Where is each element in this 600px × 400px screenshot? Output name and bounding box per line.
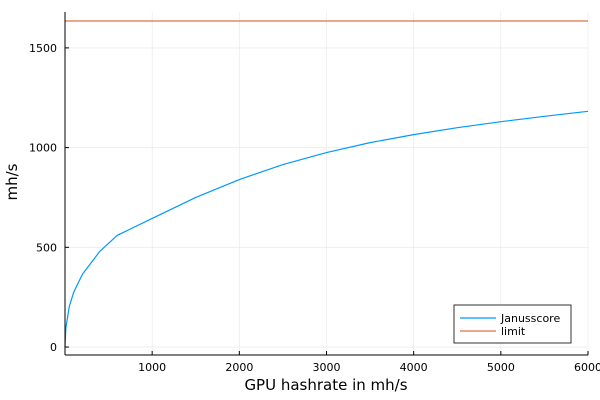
legend-label-janusscore: Janusscore bbox=[500, 312, 560, 325]
series-line-janusscore bbox=[64, 110, 589, 348]
x-tick-label: 2000 bbox=[225, 361, 253, 374]
axes bbox=[64, 12, 589, 356]
y-tick-label: 500 bbox=[36, 241, 57, 254]
legend-label-limit: limit bbox=[501, 325, 526, 338]
tick-labels: 1000 2000 3000 4000 5000 6000 0 500 1000 1500 bbox=[29, 42, 600, 374]
x-tick-label: 5000 bbox=[487, 361, 515, 374]
x-tick-label: 1000 bbox=[138, 361, 166, 374]
legend-box bbox=[453, 304, 572, 344]
x-tick-label: 4000 bbox=[400, 361, 428, 374]
x-axis-title: GPU hashrate in mh/s bbox=[244, 376, 407, 394]
legend: Janusscore limit bbox=[453, 304, 572, 344]
x-tick-label: 6000 bbox=[574, 361, 600, 374]
y-tick-label: 0 bbox=[50, 341, 57, 354]
y-axis-title: mh/s bbox=[3, 163, 21, 200]
series-group bbox=[64, 20, 589, 348]
x-tick-label: 3000 bbox=[313, 361, 341, 374]
y-tick-label: 1000 bbox=[29, 142, 57, 155]
y-tick-label: 1500 bbox=[29, 42, 57, 55]
grid bbox=[65, 12, 589, 355]
